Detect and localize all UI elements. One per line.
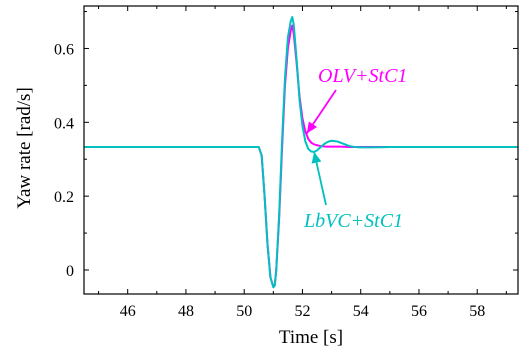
y-tick-label: 0 <box>66 263 74 280</box>
x-tick-label: 52 <box>294 303 310 320</box>
x-tick-label: 56 <box>411 303 427 320</box>
series-line-1 <box>84 24 518 288</box>
annotation-label: LbVC+StC1 <box>303 210 403 232</box>
x-tick-label: 48 <box>178 303 194 320</box>
ticks-layer <box>84 6 518 294</box>
series-line-2 <box>84 16 518 289</box>
series-layer <box>84 16 518 289</box>
annotation-arrow-head <box>311 151 322 164</box>
x-tick-label: 58 <box>469 303 485 320</box>
x-tick-label: 54 <box>353 303 369 320</box>
y-tick-label: 0.6 <box>54 41 74 58</box>
annotation-label: OLV+StC1 <box>318 65 407 87</box>
y-tick-label: 0.2 <box>54 189 74 206</box>
x-tick-label: 46 <box>120 303 136 320</box>
y-tick-label: 0.4 <box>54 115 74 132</box>
annotations-layer: OLV+StC1 LbVC+StC1 <box>303 65 407 232</box>
annotation-arrow-head <box>306 121 318 134</box>
x-axis-title: Time [s] <box>279 327 343 348</box>
x-tick-label: 50 <box>236 303 252 320</box>
plot-frame <box>83 5 519 295</box>
y-axis-title: Yaw rate [rad/s] <box>14 87 35 209</box>
tick-labels-layer: 46 48 50 52 54 56 58 0 0.2 0.4 0.6 <box>54 41 485 320</box>
